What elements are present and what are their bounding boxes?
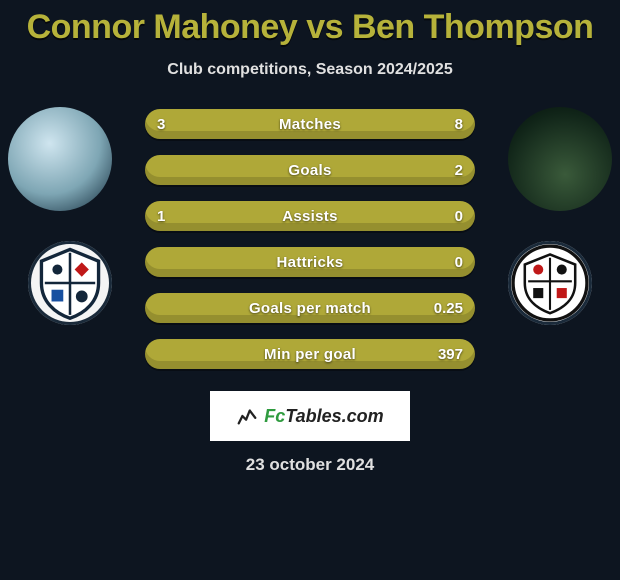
shield-icon: [28, 241, 112, 325]
brand-badge: FcTables.com: [210, 391, 410, 441]
shield-icon: [508, 241, 592, 325]
stat-bar: Goals per match 0.25: [145, 293, 475, 323]
stat-label: Goals: [145, 155, 475, 185]
stats-icon: [236, 405, 258, 427]
club-crest-right: [508, 241, 592, 325]
player-portrait-left: [8, 107, 112, 211]
stat-bar: 3 Matches 8: [145, 109, 475, 139]
brand-text: FcTables.com: [264, 406, 383, 427]
stat-label: Matches: [145, 109, 475, 139]
stat-bar: Min per goal 397: [145, 339, 475, 369]
page-title: Connor Mahoney vs Ben Thompson: [0, 0, 620, 47]
stat-bar: Goals 2: [145, 155, 475, 185]
date-text: 23 october 2024: [0, 455, 620, 475]
comparison-panel: 3 Matches 8 Goals 2 1 Assists 0 Hattrick…: [0, 107, 620, 369]
stat-right-value: 0.25: [422, 293, 475, 323]
stat-bar: 1 Assists 0: [145, 201, 475, 231]
stat-bars: 3 Matches 8 Goals 2 1 Assists 0 Hattrick…: [145, 107, 475, 369]
brand-prefix: Fc: [264, 406, 285, 426]
stat-label: Hattricks: [145, 247, 475, 277]
stat-bar: Hattricks 0: [145, 247, 475, 277]
stat-right-value: 2: [443, 155, 475, 185]
stat-right-value: 0: [443, 247, 475, 277]
stat-right-value: 0: [443, 201, 475, 231]
stat-right-value: 8: [443, 109, 475, 139]
stat-label: Assists: [145, 201, 475, 231]
club-crest-left: [28, 241, 112, 325]
stat-right-value: 397: [426, 339, 475, 369]
brand-suffix: Tables.com: [285, 406, 383, 426]
subtitle: Club competitions, Season 2024/2025: [0, 61, 620, 79]
player-portrait-right: [508, 107, 612, 211]
